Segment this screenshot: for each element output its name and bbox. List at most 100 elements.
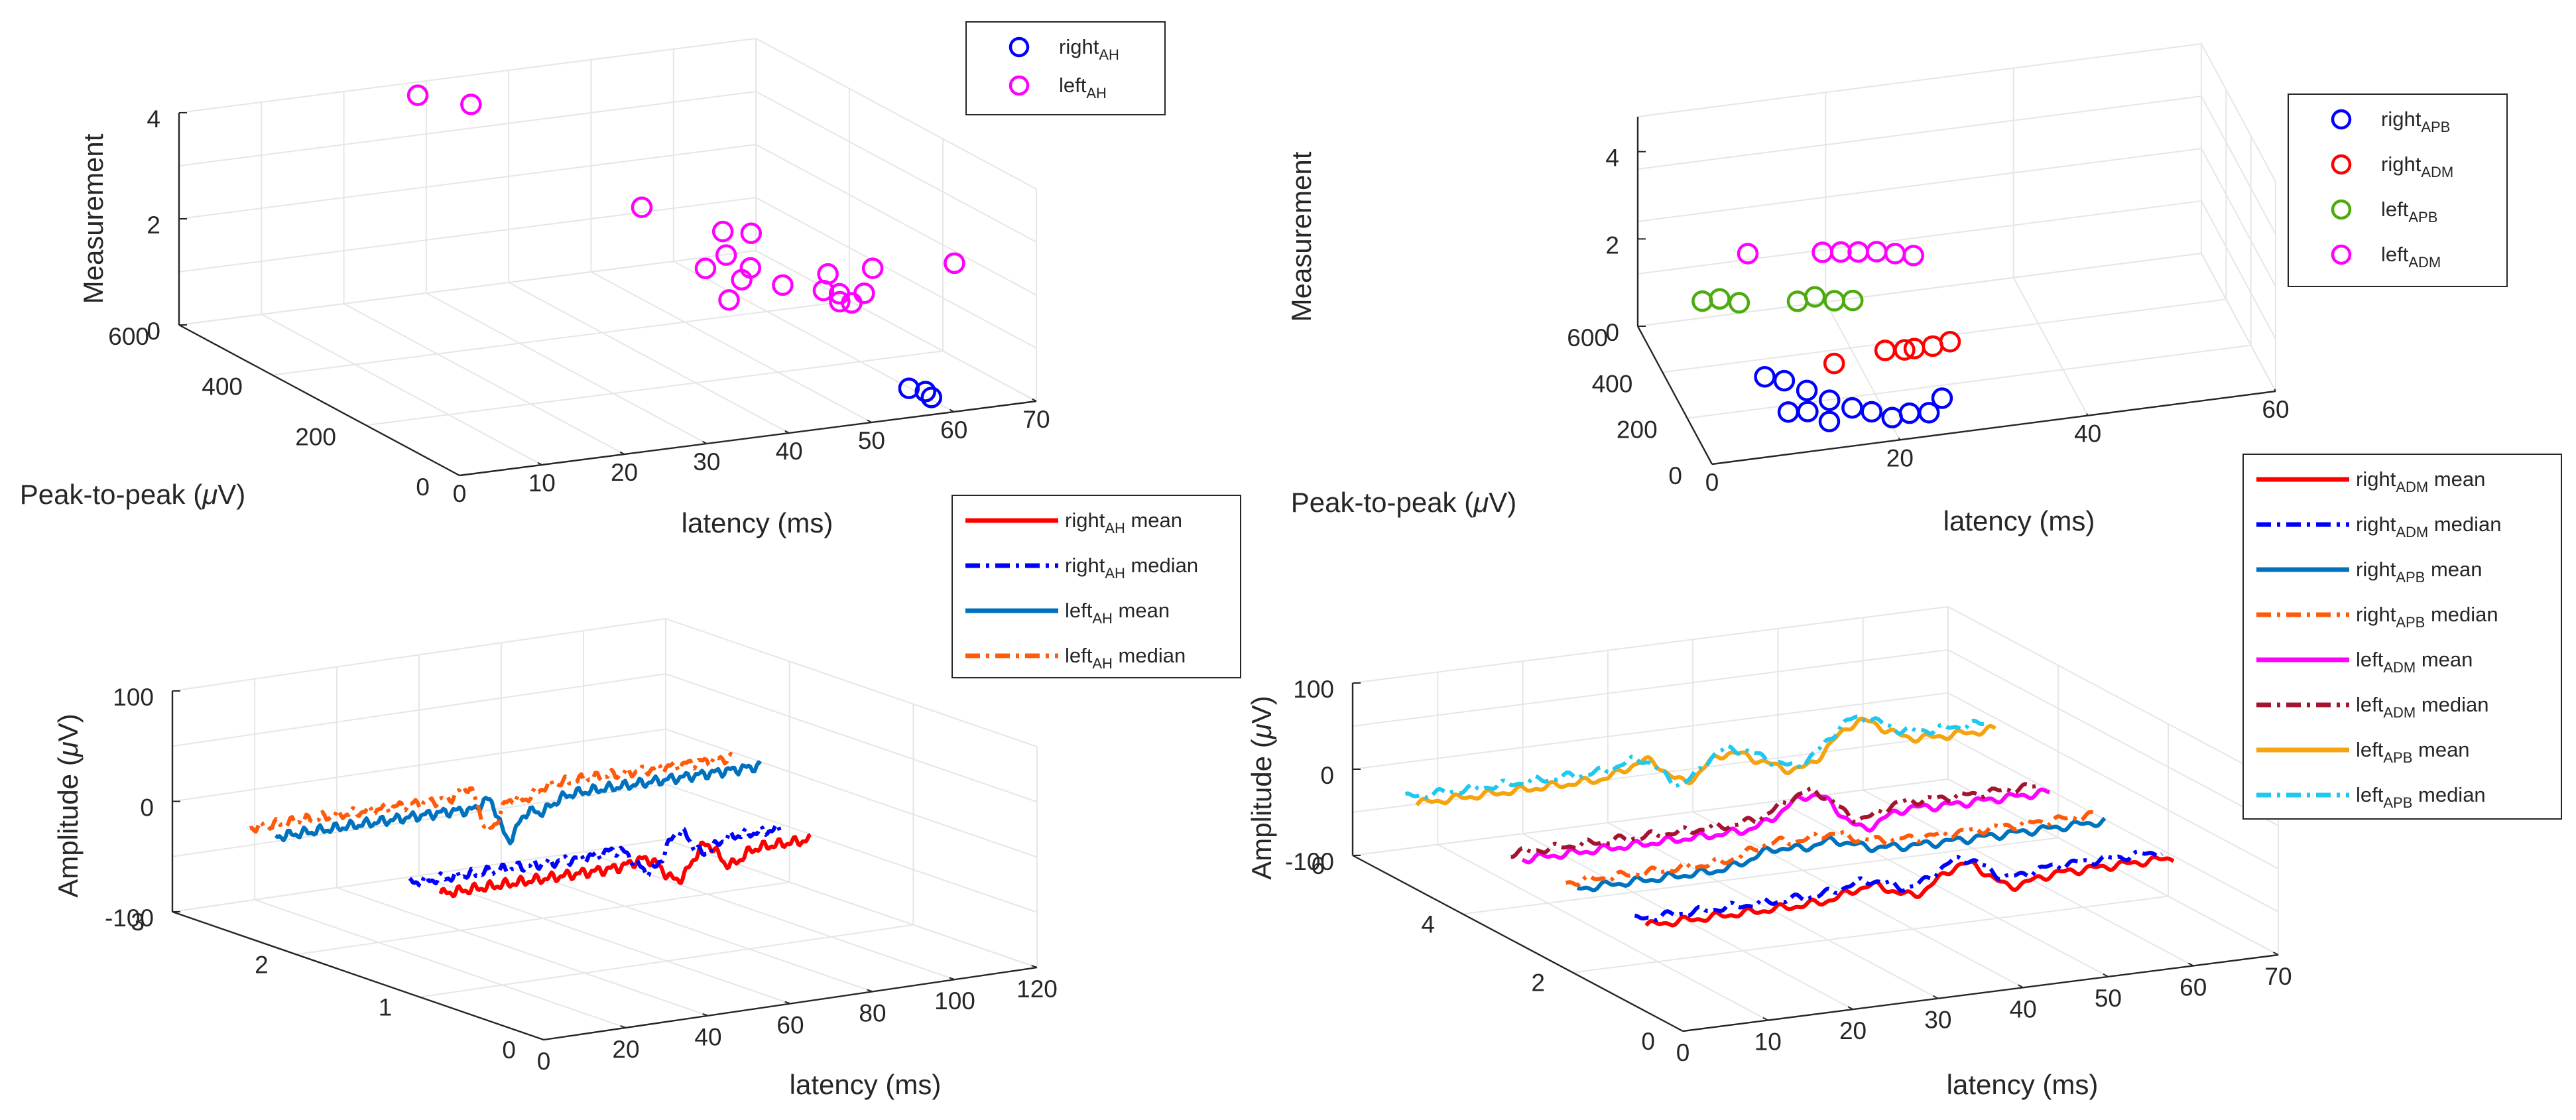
plot-p2-point-right-APB [1773,369,1796,392]
plot-p2-legend-marker [2331,109,2352,130]
plot-p2-legend-label: leftAPB [2381,198,2437,225]
plot-p1-ylabel: Peak-to-peak (μV) [20,479,245,510]
plot-p4-legend-label: rightADM median [2356,513,2502,540]
plot-p4-legend-label: leftAPB median [2356,783,2486,811]
plot-p4-trace-right-APB-mean [1576,816,2107,893]
plot-p4-xtick: 60 [2179,973,2207,1001]
plot-p2-point-left-ADM [1737,243,1759,265]
plot-p3-legend-label: rightAH mean [1065,509,1182,536]
plot-p2-point-right-APB [1918,402,1940,424]
plot-p4-legend-label: leftAPB mean [2356,738,2470,766]
plot-p2-legend-label: leftADM [2381,243,2441,271]
plot-p3-legend-label: leftAH mean [1065,599,1170,627]
plot-p2-zlabel: Measurement [1286,151,1317,322]
plot-p2-xtick: 40 [2074,420,2101,448]
plot-p4-xtick: 30 [1924,1007,1951,1034]
plot-p1-xtick: 0 [453,480,467,507]
plot-p3-xtick: 20 [612,1036,639,1063]
plot-p3-legend: rightAH mean rightAH median leftAH mean lef… [951,495,1241,678]
plot-p3-ytick: 2 [255,951,269,978]
plot-p1-legend-marker [1009,36,1030,58]
plot-p1-point-left-AH [817,263,839,285]
plot-p3-ytick: 1 [379,994,393,1021]
plot-p2-point-right-APB [1861,401,1882,423]
plot-p4-legend-label: leftADM mean [2356,648,2473,676]
plot-p1-xtick: 50 [858,427,885,454]
plot-p4-trace-left-ADM-mean [1521,787,2050,865]
plot-p2-point-left-APB [1691,290,1713,312]
plot-p1-point-left-AH [944,252,965,275]
plot-p2-xlabel: latency (ms) [1943,505,2095,536]
plot-p1-point-left-AH [460,93,482,115]
plot-p2-legend-label: rightADM [2381,153,2453,180]
plot-p1-point-left-AH [406,84,429,106]
plot-p1-points [406,84,965,408]
plot-p3-amplitude-label: Amplitude (μV) [52,714,84,897]
plot-p4-trace-left-APB-mean [1415,716,1996,806]
plot-p1-point-left-AH [829,290,851,313]
plot-p2-ytick: 400 [1592,370,1633,397]
plot-p1-grid [178,37,1037,476]
plot-p4-xtick: 40 [2010,995,2037,1023]
plot-p4-ytick: 0 [1641,1028,1655,1055]
plot-p1-ytick: 600 [108,323,149,350]
plot-p2-points [1691,241,1961,432]
plot-p4-legend-label: leftADM median [2356,693,2489,721]
plot-p4-ztick: 0 [1320,762,1334,789]
plot-p3-xtick: 40 [694,1024,721,1051]
plot-p2-xtick: 20 [1886,444,1914,471]
plot-p1-xtick: 40 [776,438,803,465]
plot-p1-point-left-AH [694,257,717,279]
plot-p1-point-left-AH [711,220,734,243]
plot-p4-grid [1352,605,2279,1032]
plot-p3-ztick: 0 [140,794,154,822]
plot-p2-point-right-APB [1818,410,1841,432]
plot-p1-xtick: 70 [1022,406,1050,433]
plot-p2-point-right-APB [1841,397,1863,419]
plot-p2-ztick: 4 [1605,145,1619,172]
plot-p2-point-left-ADM [1902,245,1925,267]
plot-p4-ztick: -100 [1285,848,1334,875]
plot-p1-point-right-AH [914,381,936,403]
plot-p4-legend-label: rightAPB median [2356,603,2498,631]
plot-p4-axes [1351,683,2279,1032]
plot-p2-xtick: 0 [1705,469,1719,496]
plot-p3-ytick: 3 [131,908,145,936]
plot-p4-ztick: 100 [1293,676,1334,703]
plot-p1-point-left-AH [772,274,794,296]
plot-p4-xtick: 70 [2264,963,2292,990]
plot-p4-ytick: 6 [1311,852,1325,879]
plot-p4-ticks: 0 10 20 30 40 50 60 70 0 2 4 6-100 0 100 [1285,676,2292,1066]
plot-p3-xtick: 120 [1016,975,1058,1003]
plot-p4-ytick: 2 [1531,969,1545,997]
plot-p2-point-right-APB [1881,406,1903,429]
plot-p1-xtick: 60 [940,416,967,444]
plot-p2-point-right-ADM [1823,352,1845,375]
plot-p1-point-left-AH [718,289,740,311]
plot-p2-point-right-ADM [1939,331,1961,353]
plot-p2-point-right-APB [1754,365,1776,388]
plot-p2-point-left-ADM [1830,241,1852,263]
plot-p2-point-left-APB [1804,286,1826,308]
plot-p2-ytick: 600 [1567,324,1608,351]
plot-p1-xlabel: latency (ms) [682,507,833,538]
plot-p1-point-left-AH [740,222,763,245]
plot-p2-point-left-APB [1841,289,1864,312]
plot-p2-grid [1637,42,2276,465]
plot-p4-trace-right-ADM-median [1634,849,2164,922]
plot-p2-xtick: 60 [2262,396,2289,423]
plot-p1-legend-label: rightAH [1059,35,1119,63]
plot-p2-point-left-ADM [1811,241,1833,263]
plot-p1-xtick: 10 [528,469,556,497]
plot-p3-ztick: -100 [105,904,154,932]
plot-p2-legend-label: rightAPB [2381,107,2450,135]
plot-p4-ytick: 4 [1421,910,1435,938]
plot-p2-point-right-ADM [1922,335,1944,357]
plot-p3-legend-label: leftAH median [1065,644,1186,672]
plot-p1-point-left-AH [853,282,875,304]
